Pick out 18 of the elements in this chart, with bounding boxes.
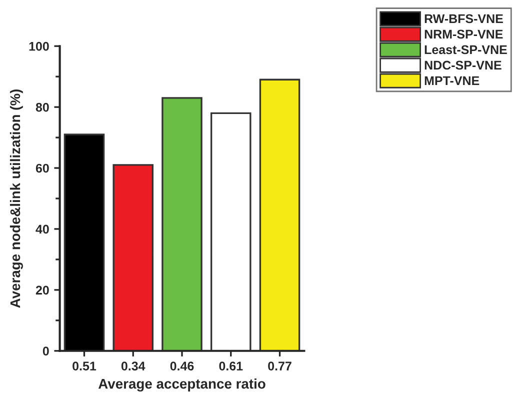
- y-tick-label: 100: [29, 42, 49, 51]
- y-tick-label: 40: [36, 224, 49, 234]
- y-tick-label: 80: [36, 102, 49, 112]
- y-tick-label: 20: [36, 286, 49, 295]
- y-tick-label: 60: [36, 164, 49, 173]
- x-tick-label: 0.61: [219, 362, 243, 370]
- y-tick-label: 0: [42, 346, 49, 356]
- legend-label: Least-SP-VNE: [424, 45, 507, 54]
- x-tick-label: 0.46: [170, 362, 194, 370]
- x-tick-label: 0.34: [121, 362, 146, 370]
- x-tick-label: 0.77: [268, 362, 292, 370]
- legend-label: MPT-VNE: [424, 76, 480, 86]
- legend-label: RW-BFS-VNE: [424, 14, 503, 24]
- y-axis-title: Average node&link utilization (%): [10, 89, 23, 308]
- x-tick-label: 0.51: [72, 362, 96, 370]
- x-axis-title: Average acceptance ratio: [98, 378, 266, 392]
- legend-label: NDC-SP-VNE: [424, 60, 502, 70]
- legend-label: NRM-SP-VNE: [424, 30, 503, 39]
